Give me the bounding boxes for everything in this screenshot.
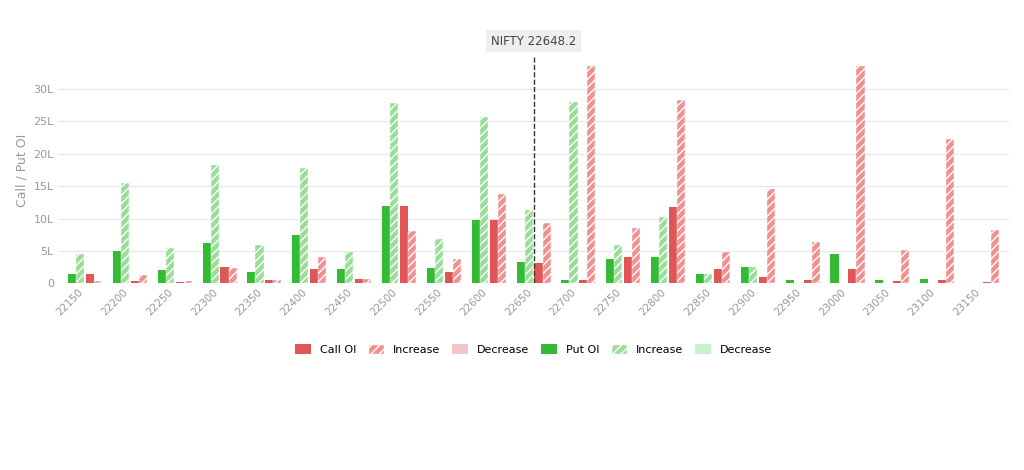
Bar: [812, 243, 820, 283]
Bar: [749, 267, 757, 283]
Bar: [292, 235, 300, 283]
Bar: [121, 183, 129, 283]
Bar: [524, 210, 532, 283]
Bar: [382, 205, 390, 283]
Bar: [265, 280, 273, 283]
Bar: [300, 168, 308, 283]
Bar: [965, 282, 973, 283]
Bar: [516, 262, 524, 283]
Bar: [220, 267, 228, 283]
Y-axis label: Call / Put OI: Call / Put OI: [15, 133, 28, 206]
Bar: [479, 117, 487, 283]
Bar: [113, 251, 121, 283]
Bar: [435, 239, 443, 283]
Bar: [991, 229, 999, 283]
Bar: [175, 282, 183, 283]
Bar: [489, 220, 498, 283]
Bar: [543, 223, 551, 283]
Bar: [427, 268, 435, 283]
Bar: [228, 268, 237, 283]
Bar: [166, 248, 174, 283]
Bar: [561, 280, 569, 283]
Bar: [632, 228, 640, 283]
Bar: [76, 254, 84, 283]
Bar: [921, 279, 929, 283]
Bar: [580, 280, 588, 283]
Legend: Call OI, Increase, Decrease, Put OI, Increase, Decrease: Call OI, Increase, Decrease, Put OI, Inc…: [290, 340, 777, 360]
Bar: [849, 269, 856, 283]
Bar: [625, 258, 632, 283]
Bar: [659, 217, 668, 283]
Bar: [345, 252, 353, 283]
Bar: [740, 267, 749, 283]
Bar: [86, 274, 94, 283]
Bar: [714, 269, 722, 283]
Bar: [355, 279, 364, 283]
Bar: [785, 280, 794, 283]
Bar: [364, 279, 371, 283]
Bar: [830, 254, 839, 283]
Bar: [569, 102, 578, 283]
Bar: [498, 194, 506, 283]
Bar: [255, 245, 263, 283]
Bar: [535, 263, 543, 283]
Bar: [444, 272, 453, 283]
Bar: [703, 274, 712, 283]
Bar: [651, 258, 659, 283]
Text: NIFTY 22648.2: NIFTY 22648.2: [490, 34, 577, 47]
Bar: [946, 140, 954, 283]
Bar: [183, 282, 191, 283]
Bar: [759, 277, 767, 283]
Bar: [901, 250, 909, 283]
Bar: [310, 269, 318, 283]
Bar: [390, 103, 398, 283]
Bar: [94, 282, 102, 283]
Bar: [893, 282, 901, 283]
Bar: [472, 220, 479, 283]
Bar: [677, 100, 685, 283]
Bar: [696, 274, 703, 283]
Bar: [203, 243, 211, 283]
Bar: [876, 280, 884, 283]
Bar: [68, 274, 76, 283]
Bar: [804, 280, 812, 283]
Bar: [337, 269, 345, 283]
Bar: [318, 258, 327, 283]
Bar: [614, 245, 623, 283]
Bar: [722, 252, 730, 283]
Bar: [139, 275, 146, 283]
Bar: [856, 66, 864, 283]
Bar: [606, 258, 614, 283]
Bar: [408, 231, 416, 283]
Bar: [273, 280, 282, 283]
Bar: [983, 282, 991, 283]
Bar: [211, 165, 219, 283]
Bar: [400, 205, 408, 283]
Bar: [453, 258, 461, 283]
Bar: [669, 207, 677, 283]
Bar: [248, 272, 255, 283]
Bar: [158, 270, 166, 283]
Bar: [938, 280, 946, 283]
Bar: [767, 189, 775, 283]
Bar: [131, 282, 139, 283]
Bar: [588, 66, 595, 283]
